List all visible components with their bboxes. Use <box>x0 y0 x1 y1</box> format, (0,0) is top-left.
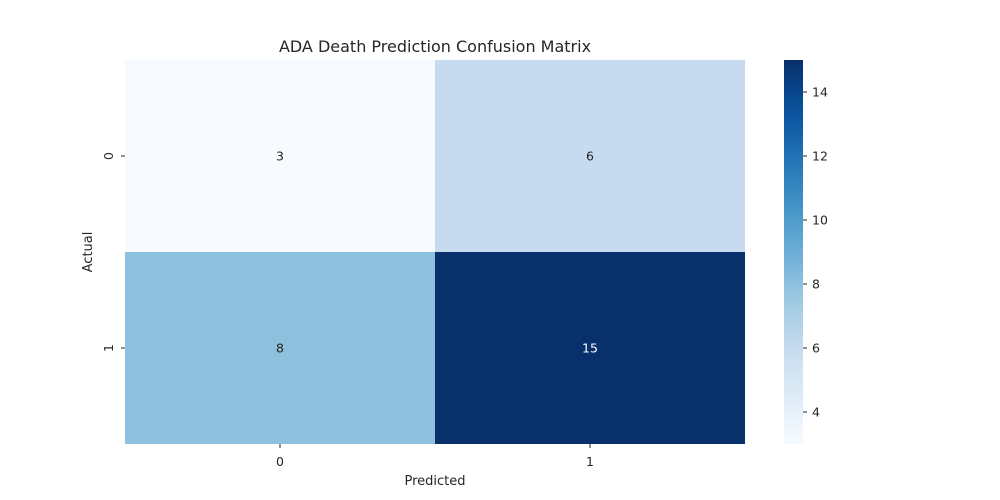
colorbar-tick-label-3: 10 <box>812 213 828 228</box>
cell-value-label-1-1: 15 <box>582 341 598 356</box>
chart-title: ADA Death Prediction Confusion Matrix <box>279 37 591 56</box>
heatmap-area: 3 6 8 15 <box>125 60 745 444</box>
colorbar <box>784 60 803 444</box>
colorbar-ticks: 4 6 8 10 12 14 <box>803 85 828 420</box>
cell-value-label-0-1: 6 <box>586 149 594 164</box>
colorbar-tick-label-4: 12 <box>812 149 828 164</box>
colorbar-tick-label-1: 6 <box>812 341 820 356</box>
colorbar-tick-label-2: 8 <box>812 277 820 292</box>
colorbar-tick-label-5: 14 <box>812 85 828 100</box>
heatmap-cell-1-0 <box>125 252 435 444</box>
y-tick-label-0: 0 <box>101 152 116 160</box>
x-tick-label-0: 0 <box>276 454 284 469</box>
x-tick-label-1: 1 <box>586 454 594 469</box>
cell-value-label-1-0: 8 <box>276 341 284 356</box>
colorbar-tick-label-0: 4 <box>812 405 820 420</box>
y-axis-label: Actual <box>81 232 96 273</box>
heatmap-cell-1-1 <box>435 252 745 444</box>
y-axis-ticks: 01 <box>101 152 125 352</box>
x-axis-label: Predicted <box>404 474 465 489</box>
cell-value-label-0-0: 3 <box>276 149 284 164</box>
heatmap-cell-0-1 <box>435 60 745 252</box>
y-tick-label-1: 1 <box>101 344 116 352</box>
heatmap-cell-0-0 <box>125 60 435 252</box>
